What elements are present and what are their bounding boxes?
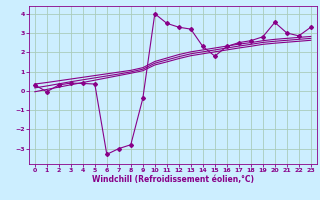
X-axis label: Windchill (Refroidissement éolien,°C): Windchill (Refroidissement éolien,°C) xyxy=(92,175,254,184)
